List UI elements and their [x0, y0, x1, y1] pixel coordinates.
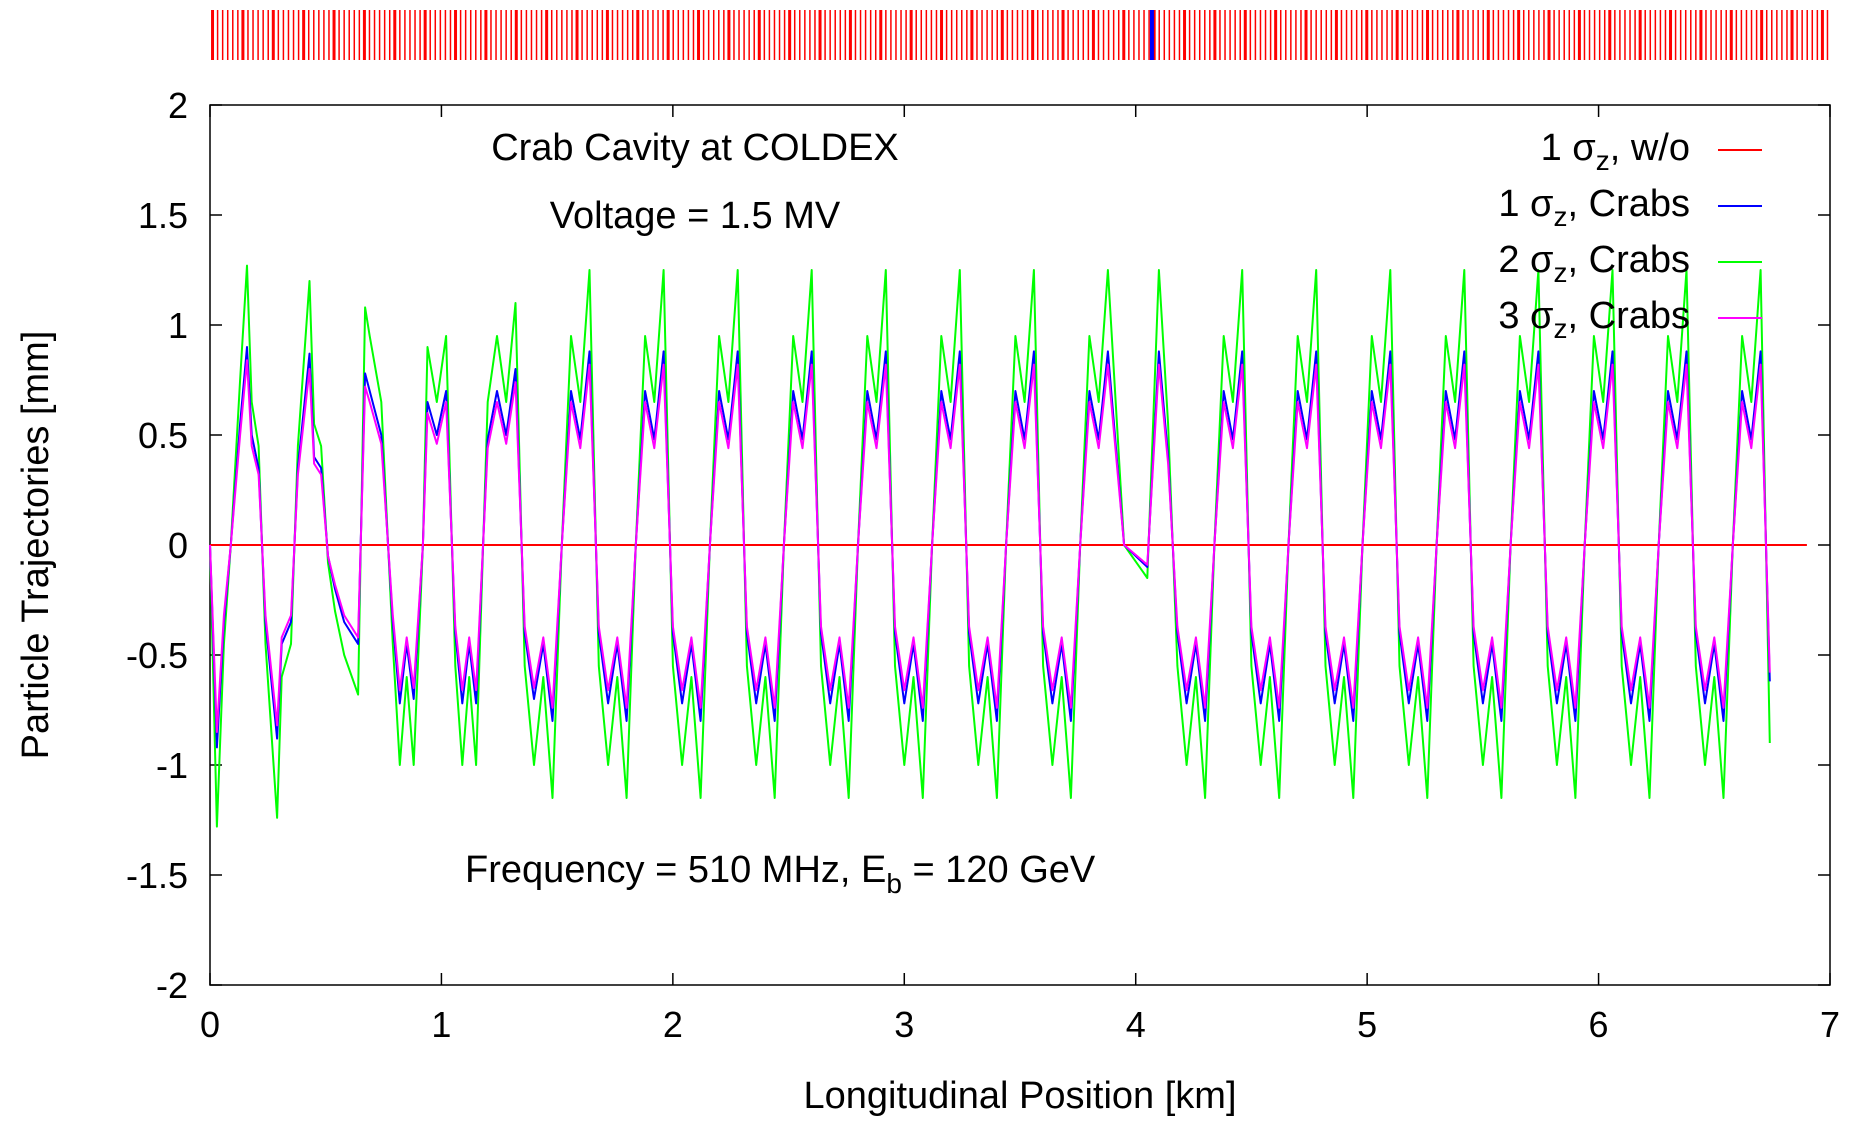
series-line-4	[209, 359, 1771, 733]
y-tick-label: -0.5	[126, 635, 188, 676]
x-tick-label: 4	[1126, 1004, 1146, 1045]
y-tick-label: 0.5	[138, 415, 188, 456]
y-tick-label: -2	[156, 965, 188, 1006]
series-line-3	[209, 264, 1771, 828]
legend-label: 2 σz, Crabs	[1498, 239, 1690, 288]
annotation-frequency: Frequency = 510 MHz, Eb = 120 GeV	[465, 849, 1096, 899]
series-group	[209, 264, 1807, 828]
x-tick-label: 5	[1357, 1004, 1377, 1045]
x-tick-label: 7	[1820, 1004, 1840, 1045]
y-tick-label: 0	[168, 525, 188, 566]
y-tick-label: -1	[156, 745, 188, 786]
legend-label: 1 σz, w/o	[1541, 127, 1690, 176]
annotation-frequency-tail: = 120 GeV	[902, 849, 1096, 891]
x-tick-label: 2	[663, 1004, 683, 1045]
y-axis-label: Particle Trajectories [mm]	[15, 331, 57, 760]
x-tick-label: 0	[200, 1004, 220, 1045]
y-tick-label: 2	[168, 85, 188, 126]
x-tick-label: 1	[431, 1004, 451, 1045]
x-axis-label: Longitudinal Position [km]	[803, 1075, 1236, 1117]
legend-label: 3 σz, Crabs	[1498, 295, 1690, 344]
x-tick-label: 6	[1589, 1004, 1609, 1045]
x-tick-label: 3	[894, 1004, 914, 1045]
annotation-frequency-main: Frequency = 510 MHz, E	[465, 849, 886, 891]
x-axis-ticks: 0 1 2 3 4 5 6 7	[200, 105, 1840, 1045]
annotation-crab-cavity: Crab Cavity at COLDEX	[491, 127, 899, 169]
legend-label: 1 σz, Crabs	[1498, 183, 1690, 232]
annotation-frequency-sub: b	[886, 868, 902, 899]
legend: 1 σz, w/o 1 σz, Crabs 2 σz, Crabs 3 σz, Cra…	[1498, 127, 1762, 344]
y-axis-ticks: -2 -1.5 -1 -0.5 0 0.5 1 1.5 2	[126, 85, 1830, 1006]
y-tick-label: 1.5	[138, 195, 188, 236]
y-tick-label: 1	[168, 305, 188, 346]
y-tick-label: -1.5	[126, 855, 188, 896]
lattice-strip	[211, 10, 1829, 60]
annotation-voltage: Voltage = 1.5 MV	[550, 195, 841, 237]
